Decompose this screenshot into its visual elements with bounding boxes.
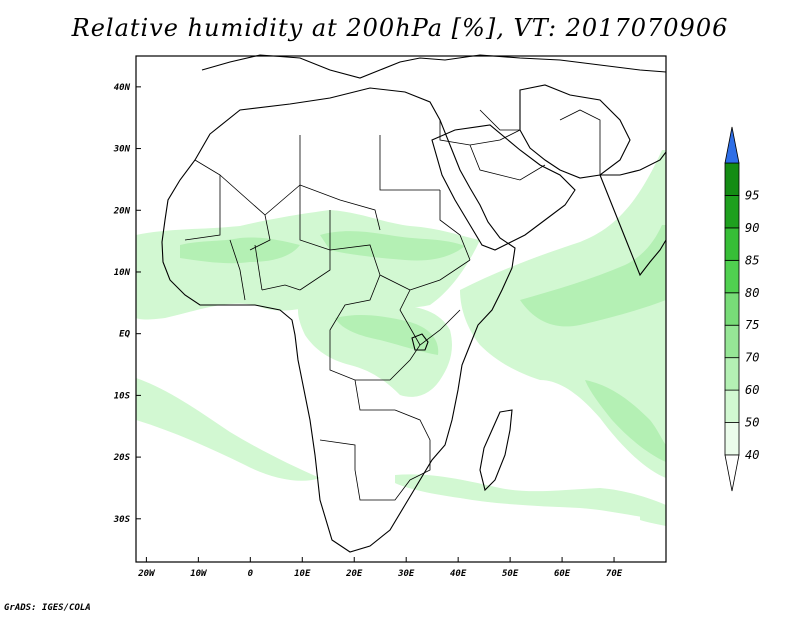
humidity-core-congo (335, 315, 439, 355)
humidity-region-north-arabia (136, 240, 175, 302)
grads-credit: GrADS: IGES/COLA (4, 603, 91, 613)
lat-tick-label: EQ (119, 330, 130, 340)
map-frame (135, 55, 667, 563)
lat-tick-label: 10S (114, 391, 131, 401)
coast-madagascar (479, 409, 513, 492)
coast-africa (161, 87, 516, 553)
lon-tick-label: 60E (554, 569, 571, 579)
lon-tick-label: 50E (502, 569, 519, 579)
colorbar-swatch (724, 195, 740, 229)
colorbar-level-label: 80 (745, 286, 759, 300)
colorbar-level-label: 60 (745, 383, 759, 397)
coast-india (599, 151, 667, 277)
lon-tick-label: 20W (137, 569, 156, 579)
lon-tick-label: 0 (248, 569, 254, 579)
lon-tick-label: 10E (294, 569, 311, 579)
humidity-region-south-atlantic-band (136, 378, 320, 481)
colorbar-swatch (724, 292, 740, 326)
colorbar-swatch (724, 227, 740, 261)
coast-europe (201, 54, 667, 79)
lon-tick-label: 30E (397, 569, 415, 579)
colorbar-level-label: 75 (745, 318, 759, 332)
coast-arabia (431, 124, 576, 251)
colorbar-under-arrow (724, 454, 740, 492)
humidity-core-indian-ocean (520, 225, 666, 327)
lon-tick-label: 70E (606, 569, 623, 579)
longitude-axis: 20W 10W 0 10E 20E 30E 40E 50E 60E 70E (137, 557, 623, 579)
humidity-region-central-africa (297, 297, 452, 397)
lat-tick-label: 20S (113, 453, 131, 463)
colorbar-level-label: 70 (745, 351, 759, 365)
lon-tick-label: 20E (345, 569, 363, 579)
lon-tick-label: 40E (450, 569, 467, 579)
colorbar-swatch (724, 324, 740, 359)
colorbar-swatch (724, 259, 740, 294)
humidity-field (136, 150, 666, 526)
colorbar-level-label: 90 (745, 221, 759, 235)
colorbar-level-label: 85 (745, 253, 759, 267)
coast-lake-victoria (411, 333, 429, 351)
lat-tick-label: 20N (113, 206, 131, 216)
colorbar: 40 50 60 70 75 80 85 90 95 (724, 126, 759, 492)
map-title: Relative humidity at 200hPa [%], VT: 201… (71, 14, 729, 42)
lat-tick-label: 40N (114, 83, 131, 93)
colorbar-level-label: 95 (745, 188, 759, 202)
humidity-region-southern-band (395, 474, 666, 520)
colorbar-level-label: 40 (745, 448, 759, 462)
humidity-core-sudan (320, 231, 465, 261)
coast-gulf-iran (519, 84, 631, 179)
colorbar-swatch (724, 422, 740, 456)
colorbar-swatch (724, 162, 740, 196)
latitude-axis: 40N 30N 20N 10N EQ 10S 20S 30S (113, 83, 141, 525)
lat-tick-label: 30S (113, 515, 131, 525)
humidity-core-west-africa (180, 237, 300, 264)
country-borders (184, 109, 601, 501)
colorbar-level-label: 50 (745, 416, 759, 430)
lon-tick-label: 10W (190, 569, 208, 579)
humidity-core-south-indian (585, 380, 666, 462)
colorbar-swatch (724, 389, 740, 423)
lat-tick-label: 30N (113, 145, 131, 155)
colorbar-swatch (724, 357, 740, 391)
colorbar-over-arrow (724, 126, 740, 164)
lat-tick-label: 10N (114, 268, 131, 278)
humidity-region-far-east-band (640, 515, 666, 526)
